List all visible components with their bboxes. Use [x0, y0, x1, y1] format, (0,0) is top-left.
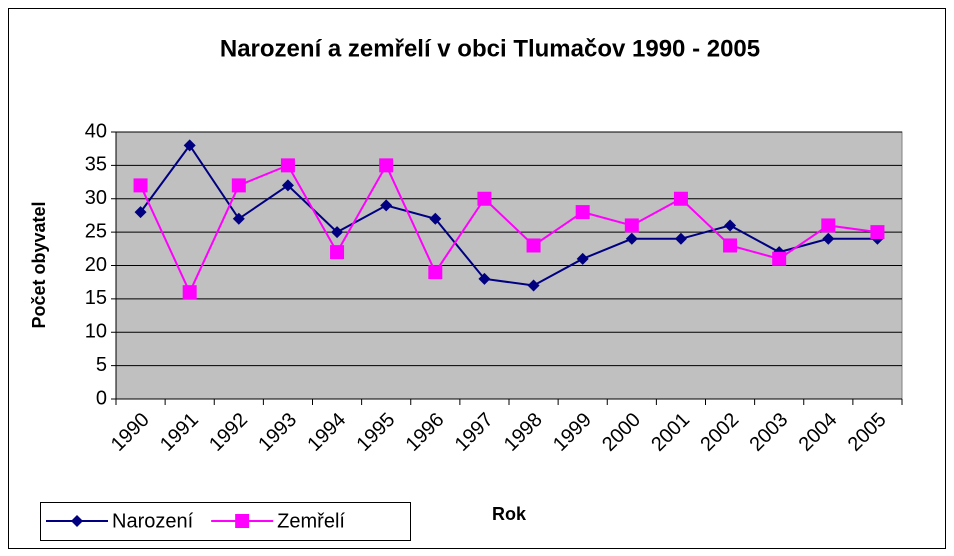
y-tick-label: 5	[96, 354, 107, 376]
data-point	[330, 245, 345, 260]
data-point	[429, 212, 442, 225]
y-tick-label: 0	[96, 387, 107, 409]
data-point	[281, 179, 294, 192]
data-point	[478, 272, 491, 285]
y-tick-label: 30	[85, 187, 107, 209]
data-point	[822, 232, 835, 245]
data-point	[526, 238, 541, 253]
data-point	[280, 158, 295, 173]
data-point	[625, 232, 638, 245]
legend-marker	[235, 514, 250, 528]
x-axis-label: Rok	[492, 504, 527, 524]
data-point	[724, 219, 737, 232]
data-point	[624, 218, 639, 233]
data-point	[380, 199, 393, 212]
y-tick-label: 25	[85, 220, 107, 242]
data-point	[575, 205, 590, 220]
data-point	[576, 252, 589, 265]
y-tick-label: 10	[85, 321, 107, 343]
data-point	[231, 178, 246, 193]
data-point	[821, 218, 836, 233]
data-point	[723, 238, 738, 253]
legend-label: Narození	[112, 510, 194, 532]
chart-title: Narození a zemřelí v obci Tlumačov 1990 …	[220, 35, 760, 62]
data-point	[331, 226, 344, 239]
legend-marker	[71, 515, 83, 527]
y-tick-label: 35	[85, 154, 107, 176]
data-point	[527, 279, 540, 292]
series-line	[139, 143, 878, 287]
y-tick-label: 20	[85, 254, 107, 276]
data-point	[428, 265, 443, 280]
series-line	[139, 163, 878, 295]
data-point	[379, 158, 394, 173]
data-point	[232, 212, 245, 225]
data-point	[674, 232, 687, 245]
data-point	[870, 225, 885, 240]
data-point	[673, 191, 688, 206]
y-tick-label: 40	[85, 120, 107, 142]
y-axis-label: Počet obyvatel	[29, 201, 49, 328]
data-point	[182, 285, 197, 300]
data-point	[134, 206, 147, 219]
data-point	[183, 139, 196, 152]
legend-label: Zemřelí	[277, 510, 345, 532]
data-point	[477, 191, 492, 206]
data-point	[772, 251, 787, 266]
data-point	[133, 178, 148, 193]
y-tick-label: 15	[85, 287, 107, 309]
